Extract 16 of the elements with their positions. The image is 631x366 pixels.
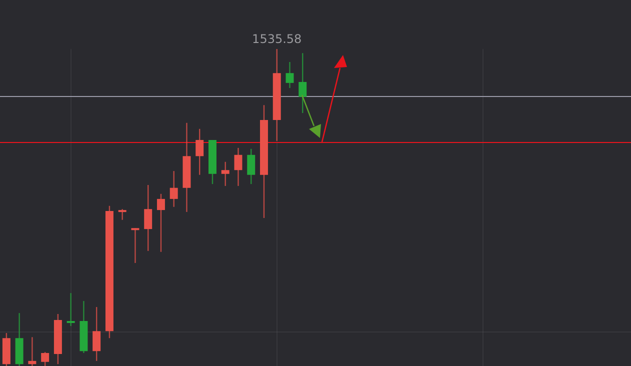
candlestick (170, 170, 178, 208)
candlestick (118, 208, 126, 220)
candlestick (156, 193, 165, 252)
candlestick (41, 351, 50, 366)
candlestick (131, 228, 140, 264)
candlestick (196, 128, 204, 176)
candlestick (221, 161, 230, 187)
candlestick (66, 292, 75, 327)
text: 1535.58 (252, 32, 302, 46)
candlestick (298, 52, 307, 114)
candlestick (144, 184, 152, 252)
candlestick (286, 61, 294, 89)
candlestick (92, 306, 101, 362)
candlestick (247, 148, 256, 185)
candlestick (28, 336, 36, 366)
candlestick (234, 147, 242, 187)
